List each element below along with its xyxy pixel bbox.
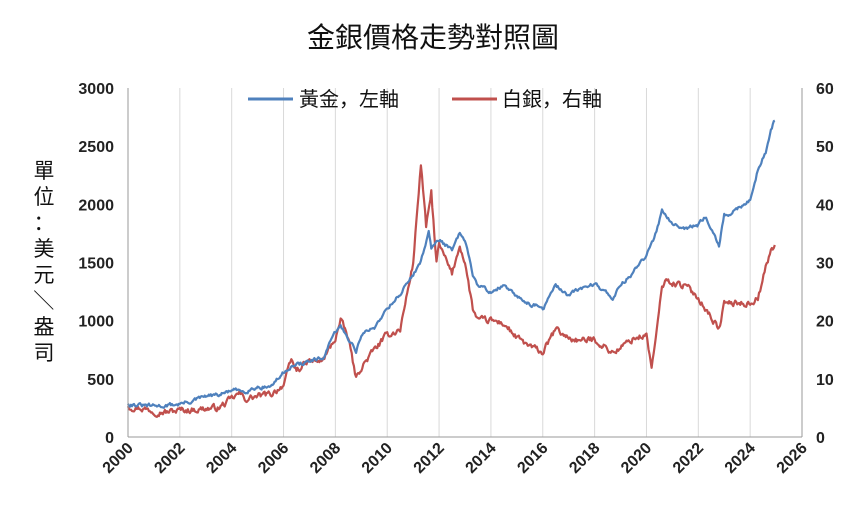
y-tick-label-right: 30 (816, 256, 834, 273)
left-axis-ticks: 0 500 1000 1500 2000 2500 3000 (78, 81, 114, 447)
y-tick-label-left: 2500 (78, 139, 114, 156)
y-tick-label-left: 2000 (78, 197, 114, 214)
series-line-gold (127, 119, 776, 409)
y-tick-label-right: 40 (816, 197, 834, 214)
y-axis-label-char: ： (34, 211, 55, 235)
y-tick-label-left: 1500 (78, 256, 114, 273)
legend: 黃金，左軸 白銀，右軸 (248, 87, 602, 111)
series-layer (126, 119, 776, 418)
y-axis-label: 單位：美元 ／ 盎司 (31, 159, 55, 365)
y-tick-label-left: 0 (105, 430, 114, 447)
y-tick-label-right: 10 (816, 372, 834, 389)
y-tick-label-left: 3000 (78, 81, 114, 98)
y-axis-label-char: 位 (34, 185, 55, 209)
chart-title: 金銀價格走勢對照圖 (307, 21, 559, 54)
legend-item-silver: 白銀，右軸 (502, 87, 602, 111)
y-tick-label-right: 20 (816, 314, 834, 331)
y-axis-label-char: 司 (34, 341, 55, 365)
legend-item-gold: 黃金，左軸 (299, 87, 399, 111)
y-axis-label-char: ／ (31, 290, 55, 311)
series-line-silver (126, 164, 776, 418)
y-axis-label-char: 美 (34, 237, 55, 261)
y-tick-label-right: 50 (816, 139, 834, 156)
y-tick-label-left: 500 (87, 372, 114, 389)
y-axis-label-char: 單 (34, 159, 55, 183)
y-axis-label-char: 盎 (34, 315, 55, 339)
y-axis-label-char: 元 (34, 263, 55, 287)
y-tick-label-left: 1000 (78, 314, 114, 331)
y-tick-label-right: 60 (816, 81, 834, 98)
right-axis-ticks: 0 10 20 30 40 50 60 (816, 81, 834, 447)
y-tick-label-right: 0 (816, 430, 825, 447)
